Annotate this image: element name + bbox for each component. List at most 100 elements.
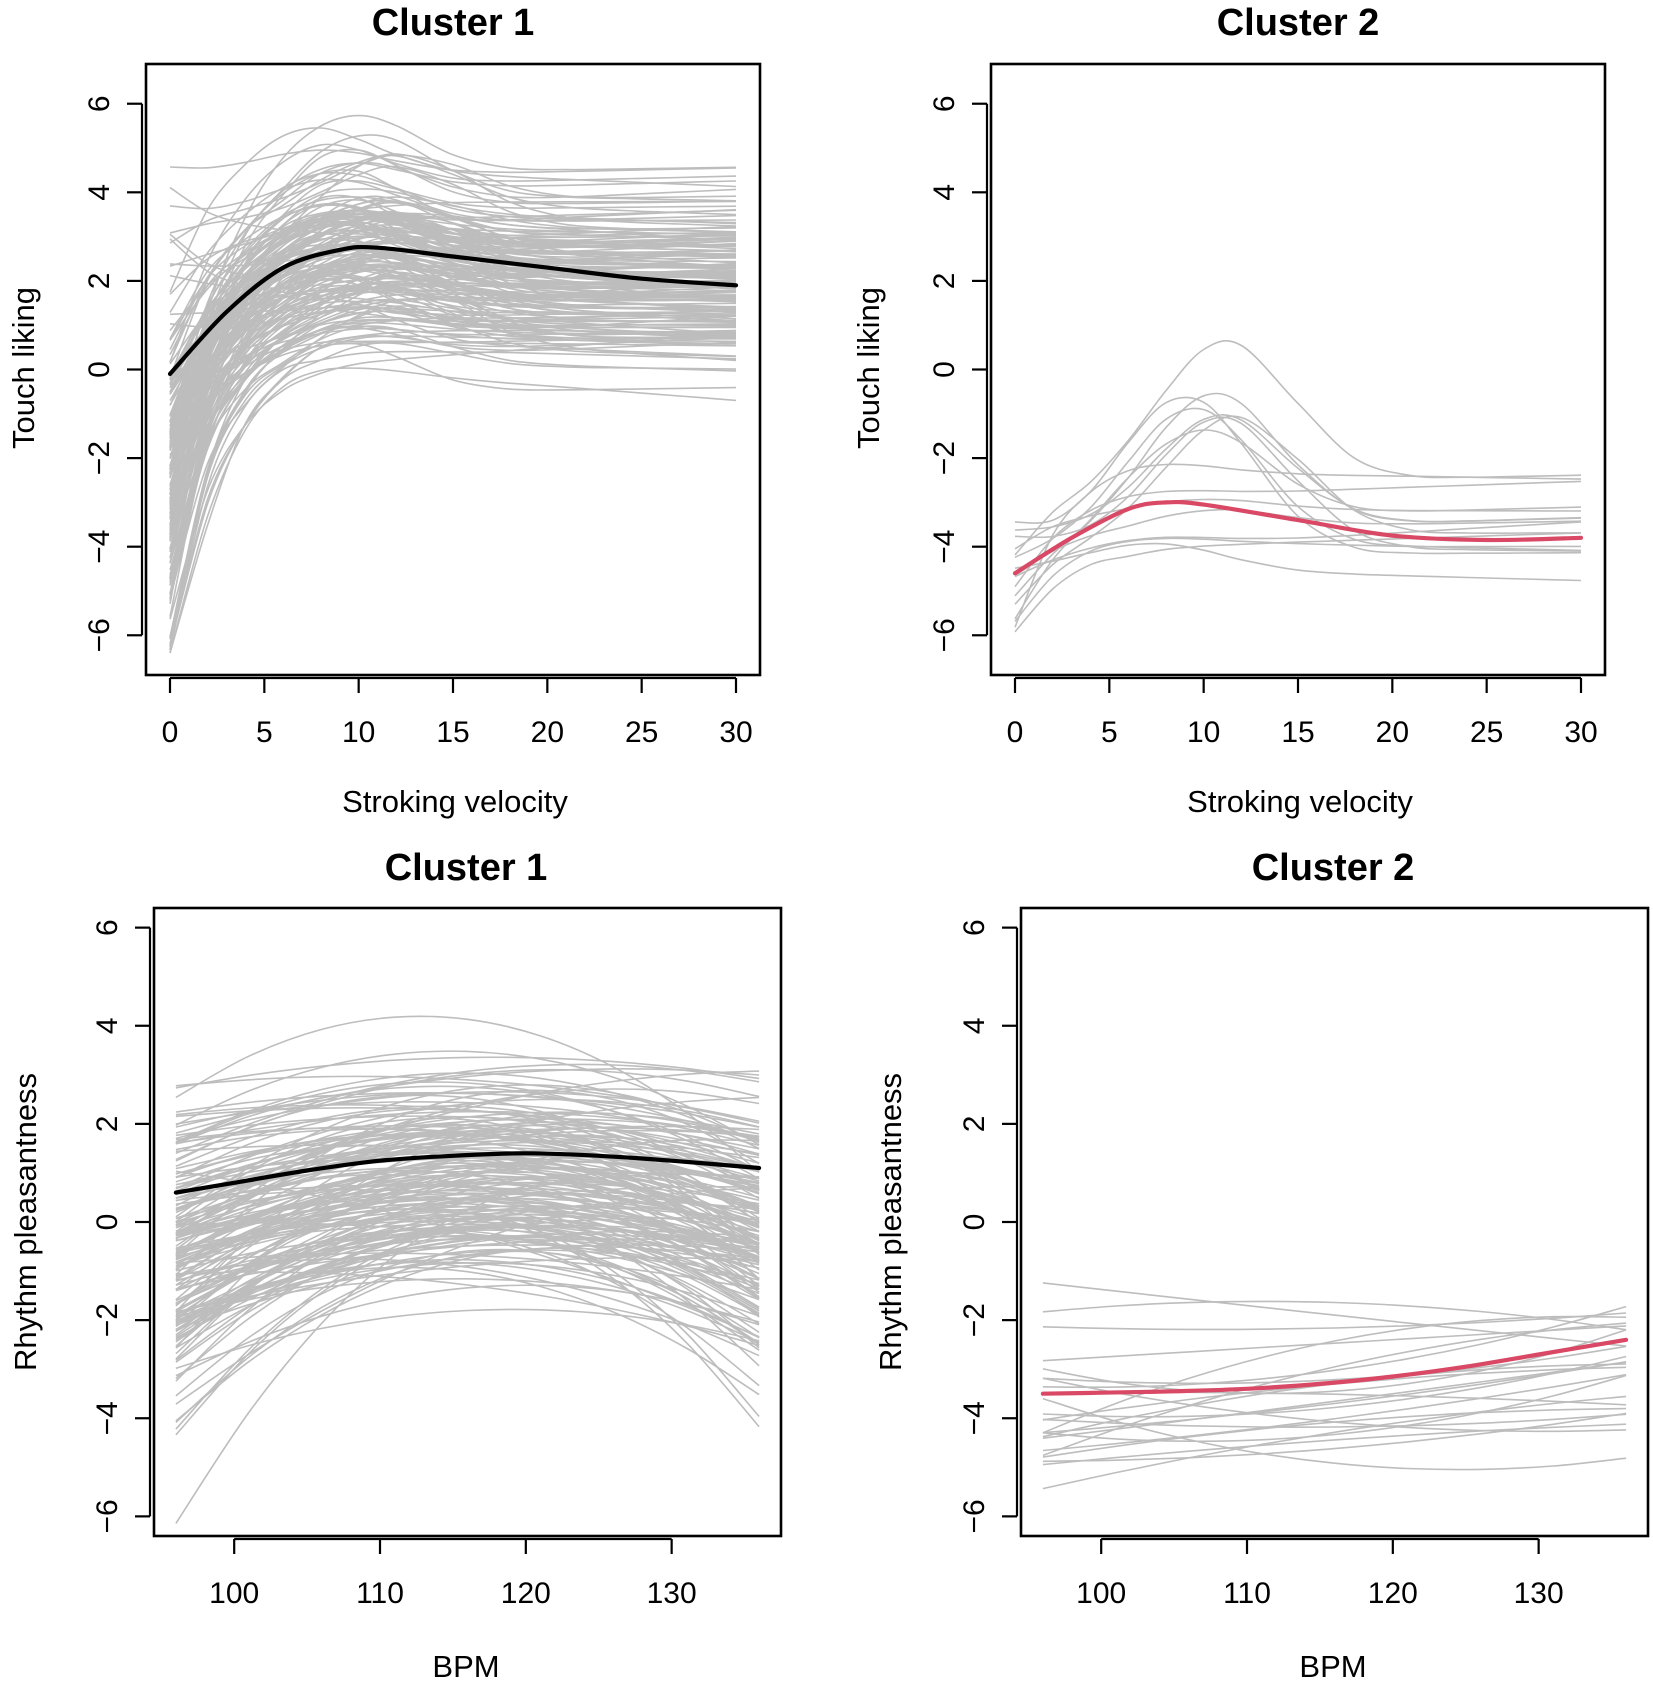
individual-line xyxy=(169,276,737,526)
individual-line xyxy=(169,114,737,471)
mean-line xyxy=(167,244,739,376)
y-tick-label: 0 xyxy=(928,361,961,378)
individual-line xyxy=(169,148,737,502)
individual-line xyxy=(169,245,737,451)
y-tick-label: 4 xyxy=(928,184,961,201)
x-tick-label: 15 xyxy=(1281,716,1314,749)
y-tick-label: 0 xyxy=(958,1214,991,1231)
mean-line xyxy=(173,1151,762,1195)
individual-line xyxy=(175,1226,760,1436)
y-tick-label: 6 xyxy=(91,919,124,936)
individual-line xyxy=(1014,537,1582,622)
individual-line xyxy=(1014,407,1582,559)
individual-line xyxy=(1042,1361,1627,1439)
individual-line xyxy=(169,171,737,313)
y-axis-label: Touch liking xyxy=(851,287,886,449)
y-tick-label: −6 xyxy=(83,618,116,652)
y-tick-label: 4 xyxy=(91,1017,124,1034)
y-tick-label: −4 xyxy=(958,1401,991,1435)
individual-line xyxy=(175,1266,760,1396)
x-tick-label: 110 xyxy=(1223,1577,1271,1610)
x-tick-label: 100 xyxy=(1076,1577,1126,1610)
y-tick-label: 2 xyxy=(928,273,961,290)
x-tick-label: 30 xyxy=(1564,716,1597,749)
individual-line xyxy=(169,254,737,417)
y-axis-label: Rhythm pleasantness xyxy=(873,1073,908,1371)
individual-line xyxy=(169,154,737,378)
individual-line xyxy=(1014,429,1582,620)
individual-line xyxy=(169,235,737,427)
x-axis-label: Stroking velocity xyxy=(1187,784,1413,819)
x-tick-label: 130 xyxy=(1514,1577,1564,1610)
individual-line xyxy=(175,1084,760,1218)
x-tick-label: 15 xyxy=(436,716,469,749)
individual-line xyxy=(169,280,737,440)
individual-line xyxy=(1042,1329,1627,1395)
individual-line xyxy=(175,1068,760,1161)
individual-line xyxy=(169,236,737,380)
y-tick-label: −4 xyxy=(91,1401,124,1435)
individual-line xyxy=(169,350,737,599)
panel-title: Cluster 2 xyxy=(1217,2,1380,44)
y-tick-label: 0 xyxy=(83,361,116,378)
individual-line xyxy=(1042,1361,1627,1434)
individual-line xyxy=(169,280,737,478)
panel-cluster2-rhythm: Cluster 2 BPM Rhythm pleasantness 100 110… xyxy=(873,847,1650,1683)
individual-line xyxy=(175,1181,760,1240)
individual-line xyxy=(1014,392,1582,597)
y-tick-label: 2 xyxy=(83,273,116,290)
panel-title: Cluster 2 xyxy=(1252,847,1415,889)
y-tick-label: −6 xyxy=(91,1499,124,1533)
plot-frame xyxy=(1019,906,1650,1538)
x-tick-label: 10 xyxy=(1187,716,1220,749)
x-tick-label: 20 xyxy=(531,716,564,749)
x-axis-label: BPM xyxy=(432,1649,499,1683)
individual-line xyxy=(175,1091,760,1128)
y-tick-label: 2 xyxy=(958,1116,991,1133)
panel-cluster1-rhythm: Cluster 1 BPM Rhythm pleasantness 100 110… xyxy=(8,847,783,1683)
y-tick-label: 4 xyxy=(958,1017,991,1034)
individual-line xyxy=(175,1181,760,1382)
individual-line xyxy=(175,1235,760,1323)
individual-line xyxy=(169,342,737,647)
individual-line xyxy=(1042,1377,1627,1433)
individual-line xyxy=(175,1157,760,1209)
y-tick-label: −2 xyxy=(928,441,961,475)
y-tick-label: 6 xyxy=(83,95,116,112)
individual-line xyxy=(175,1236,760,1286)
individual-line xyxy=(169,213,737,433)
individual-line xyxy=(175,1171,760,1270)
individual-line xyxy=(175,1202,760,1288)
y-tick-label: −4 xyxy=(83,530,116,564)
individual-curves xyxy=(175,1015,760,1524)
individual-line xyxy=(175,1105,760,1192)
individual-line xyxy=(175,1050,760,1146)
x-tick-label: 120 xyxy=(501,1577,551,1610)
individual-line xyxy=(169,252,737,438)
individual-line xyxy=(169,304,737,519)
individual-line xyxy=(1042,1282,1627,1347)
individual-line xyxy=(169,227,737,563)
individual-line xyxy=(169,318,737,500)
x-tick-label: 5 xyxy=(256,716,273,749)
individual-line xyxy=(169,195,737,528)
individual-line xyxy=(175,1271,760,1347)
individual-line xyxy=(1042,1355,1627,1418)
individual-line xyxy=(1042,1322,1627,1457)
individual-line xyxy=(169,229,737,605)
individual-line xyxy=(169,243,737,451)
individual-line xyxy=(1014,414,1582,531)
individual-line xyxy=(175,1181,760,1233)
individual-curves xyxy=(1042,1282,1627,1490)
y-tick-label: −2 xyxy=(83,441,116,475)
individual-line xyxy=(1014,463,1582,628)
individual-line xyxy=(175,1107,760,1150)
x-tick-label: 0 xyxy=(1007,716,1024,749)
panel-cluster2-touch: Cluster 2 Stroking velocity Touch liking… xyxy=(851,2,1607,819)
x-tick-label: 30 xyxy=(719,716,752,749)
y-tick-label: −4 xyxy=(928,530,961,564)
individual-line xyxy=(175,1215,760,1332)
y-tick-label: −6 xyxy=(958,1499,991,1533)
individual-line xyxy=(1014,532,1582,633)
